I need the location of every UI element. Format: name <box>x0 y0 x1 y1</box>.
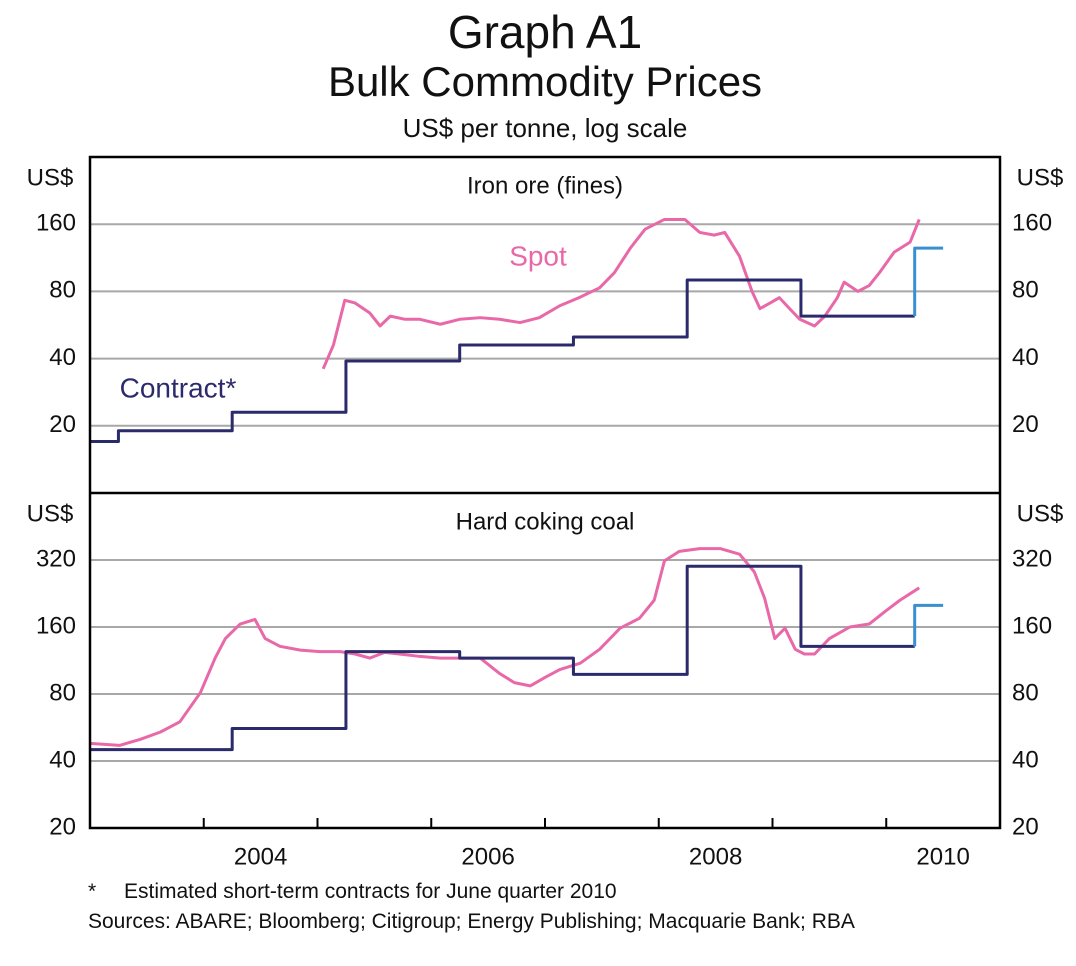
y-tick-label: 160 <box>36 612 76 639</box>
footnote: * Estimated short-term contracts for June… <box>88 877 617 907</box>
subtitle: US$ per tonne, log scale <box>403 113 688 143</box>
y-axis-label: US$ <box>27 164 74 191</box>
series-line <box>913 603 944 647</box>
footnote-mark: * <box>88 880 97 903</box>
chart-title: Bulk Commodity Prices <box>328 58 762 105</box>
graph-number: Graph A1 <box>448 6 642 58</box>
y-axis-label: US$ <box>27 500 74 527</box>
footnote-text: Estimated short-term contracts for June … <box>124 880 617 903</box>
y-tick-label-right: 80 <box>1012 679 1039 706</box>
panel-title: Hard coking coal <box>456 508 635 535</box>
y-tick-label-right: 160 <box>1012 612 1052 639</box>
series-line <box>913 246 944 317</box>
series-line <box>90 564 915 752</box>
panel-title: Iron ore (fines) <box>467 172 623 199</box>
x-tick-label: 2004 <box>234 843 287 870</box>
series-line <box>321 217 921 370</box>
y-tick-label: 20 <box>49 813 76 840</box>
series-line <box>89 547 921 747</box>
y-tick-label-right: 40 <box>1012 746 1039 773</box>
y-tick-label-right: 20 <box>1012 411 1039 438</box>
x-tick-label: 2006 <box>461 843 514 870</box>
y-tick-label: 320 <box>36 545 76 572</box>
x-tick-label: 2008 <box>689 843 742 870</box>
series-label: Contract* <box>120 372 237 403</box>
y-tick-label: 20 <box>49 411 76 438</box>
y-tick-label: 160 <box>36 210 76 237</box>
y-axis-label-right: US$ <box>1017 500 1064 527</box>
y-tick-label-right: 320 <box>1012 545 1052 572</box>
y-tick-label-right: 40 <box>1012 344 1039 371</box>
y-tick-label: 80 <box>49 679 76 706</box>
y-tick-label: 40 <box>49 746 76 773</box>
y-tick-label-right: 80 <box>1012 277 1039 304</box>
sources: Sources: ABARE; Bloomberg; Citigroup; En… <box>88 910 855 933</box>
y-tick-label: 40 <box>49 344 76 371</box>
y-axis-label-right: US$ <box>1017 164 1064 191</box>
chart: Graph A1 Bulk Commodity Prices US$ per t… <box>27 6 1064 870</box>
series-label: Spot <box>509 240 567 271</box>
y-tick-label: 80 <box>49 277 76 304</box>
series-line <box>90 278 915 444</box>
y-tick-label-right: 160 <box>1012 210 1052 237</box>
y-tick-label-right: 20 <box>1012 813 1039 840</box>
x-tick-label: 2010 <box>916 843 969 870</box>
